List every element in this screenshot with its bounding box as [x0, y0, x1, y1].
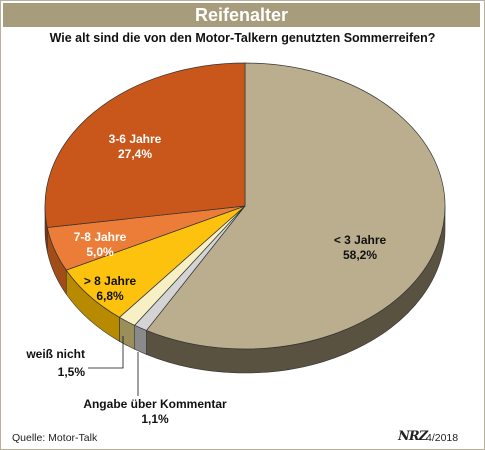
leader-line-weiss-nicht — [88, 336, 124, 369]
slice-value-0: 58,2% — [343, 248, 377, 262]
publication-date: 4/2018 — [426, 432, 459, 444]
pie-top-faces — [44, 62, 446, 350]
pie-slice-0 — [145, 62, 446, 350]
slice-label-4: 7-8 Jahre — [74, 230, 127, 244]
pie-slice-5 — [44, 62, 246, 228]
slice-value-3: 6,8% — [96, 289, 124, 303]
slice-label-0: < 3 Jahre — [334, 233, 387, 247]
slice-value-1: 1,1% — [141, 412, 169, 426]
chart-question: Wie alt sind die von den Motor-Talkern g… — [49, 31, 436, 45]
slice-label-5: 3-6 Jahre — [109, 132, 162, 146]
slice-value-4: 5,0% — [86, 245, 114, 259]
slice-value-5: 27,4% — [118, 147, 152, 161]
slice-label-1: Angabe über Kommentar — [83, 397, 227, 411]
slice-label-2: weiß nicht — [25, 347, 85, 361]
chart-title-banner: Reifenalter — [3, 3, 480, 27]
source-note: Quelle: Motor-Talk — [12, 432, 98, 444]
slice-label-3: > 8 Jahre — [84, 274, 137, 288]
slice-value-2: 1,5% — [58, 365, 86, 379]
publisher-logo: NRZ — [398, 429, 428, 444]
